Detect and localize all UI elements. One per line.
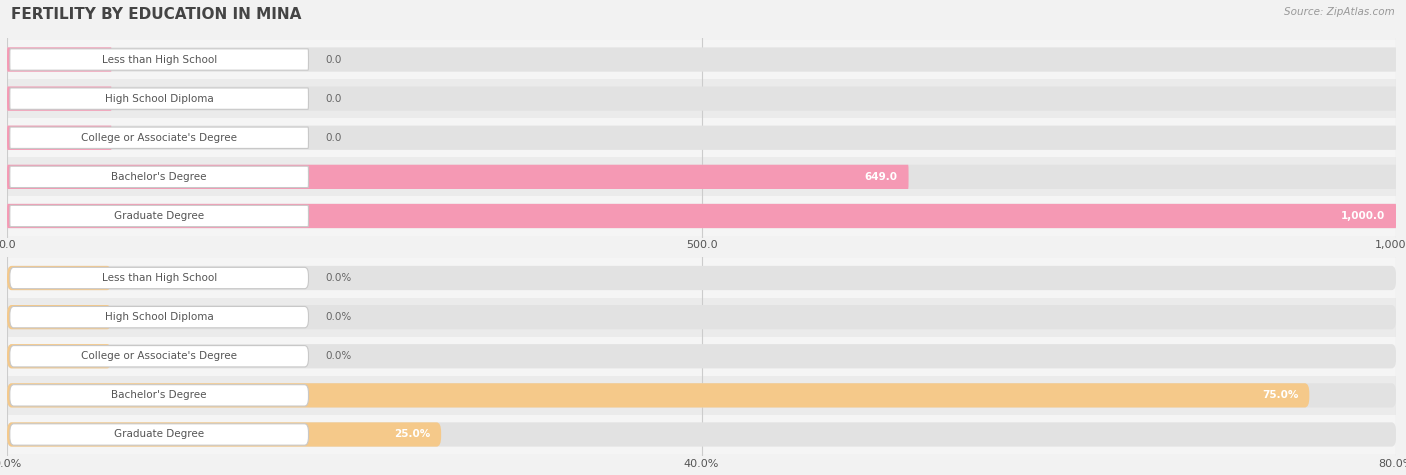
FancyBboxPatch shape [7, 383, 1309, 408]
Text: 1,000.0: 1,000.0 [1341, 211, 1385, 221]
Text: Graduate Degree: Graduate Degree [114, 211, 204, 221]
Bar [7, 197, 1396, 236]
FancyBboxPatch shape [7, 422, 1396, 446]
Text: 25.0%: 25.0% [394, 429, 430, 439]
Bar [7, 337, 1396, 376]
FancyBboxPatch shape [10, 346, 308, 367]
FancyBboxPatch shape [10, 127, 308, 148]
Text: Less than High School: Less than High School [101, 55, 217, 65]
Text: High School Diploma: High School Diploma [105, 94, 214, 104]
Bar [7, 415, 1396, 454]
FancyBboxPatch shape [10, 385, 308, 406]
Bar [7, 297, 1396, 337]
FancyBboxPatch shape [7, 344, 1396, 369]
Bar [7, 376, 1396, 415]
Bar [7, 79, 1396, 118]
Bar [7, 258, 1396, 297]
FancyBboxPatch shape [7, 165, 1396, 189]
Text: 0.0: 0.0 [325, 94, 342, 104]
FancyBboxPatch shape [10, 88, 308, 109]
Text: FERTILITY BY EDUCATION IN MINA: FERTILITY BY EDUCATION IN MINA [11, 7, 302, 22]
Text: 0.0%: 0.0% [325, 351, 352, 361]
FancyBboxPatch shape [7, 86, 111, 111]
Text: 75.0%: 75.0% [1261, 390, 1298, 400]
FancyBboxPatch shape [10, 166, 308, 188]
Bar [7, 118, 1396, 157]
FancyBboxPatch shape [10, 49, 308, 70]
Bar [7, 40, 1396, 79]
FancyBboxPatch shape [10, 306, 308, 328]
Text: Graduate Degree: Graduate Degree [114, 429, 204, 439]
Text: College or Associate's Degree: College or Associate's Degree [82, 351, 238, 361]
FancyBboxPatch shape [7, 305, 1396, 329]
FancyBboxPatch shape [7, 125, 111, 150]
FancyBboxPatch shape [7, 48, 1396, 72]
FancyBboxPatch shape [7, 125, 1396, 150]
FancyBboxPatch shape [7, 305, 111, 329]
Text: 0.0%: 0.0% [325, 312, 352, 322]
FancyBboxPatch shape [7, 86, 1396, 111]
FancyBboxPatch shape [10, 424, 308, 445]
Text: 0.0: 0.0 [325, 133, 342, 143]
FancyBboxPatch shape [10, 205, 308, 227]
Text: Less than High School: Less than High School [101, 273, 217, 283]
Text: 0.0: 0.0 [325, 55, 342, 65]
FancyBboxPatch shape [7, 266, 111, 290]
FancyBboxPatch shape [7, 344, 111, 369]
Text: Bachelor's Degree: Bachelor's Degree [111, 390, 207, 400]
FancyBboxPatch shape [7, 165, 908, 189]
Text: High School Diploma: High School Diploma [105, 312, 214, 322]
Text: Source: ZipAtlas.com: Source: ZipAtlas.com [1284, 7, 1395, 17]
Text: 649.0: 649.0 [865, 172, 897, 182]
FancyBboxPatch shape [7, 204, 1396, 228]
FancyBboxPatch shape [7, 266, 1396, 290]
Text: College or Associate's Degree: College or Associate's Degree [82, 133, 238, 143]
FancyBboxPatch shape [7, 48, 111, 72]
Text: Bachelor's Degree: Bachelor's Degree [111, 172, 207, 182]
FancyBboxPatch shape [7, 383, 1396, 408]
Text: 0.0%: 0.0% [325, 273, 352, 283]
FancyBboxPatch shape [10, 267, 308, 289]
FancyBboxPatch shape [7, 422, 441, 446]
FancyBboxPatch shape [7, 204, 1396, 228]
Bar [7, 157, 1396, 197]
